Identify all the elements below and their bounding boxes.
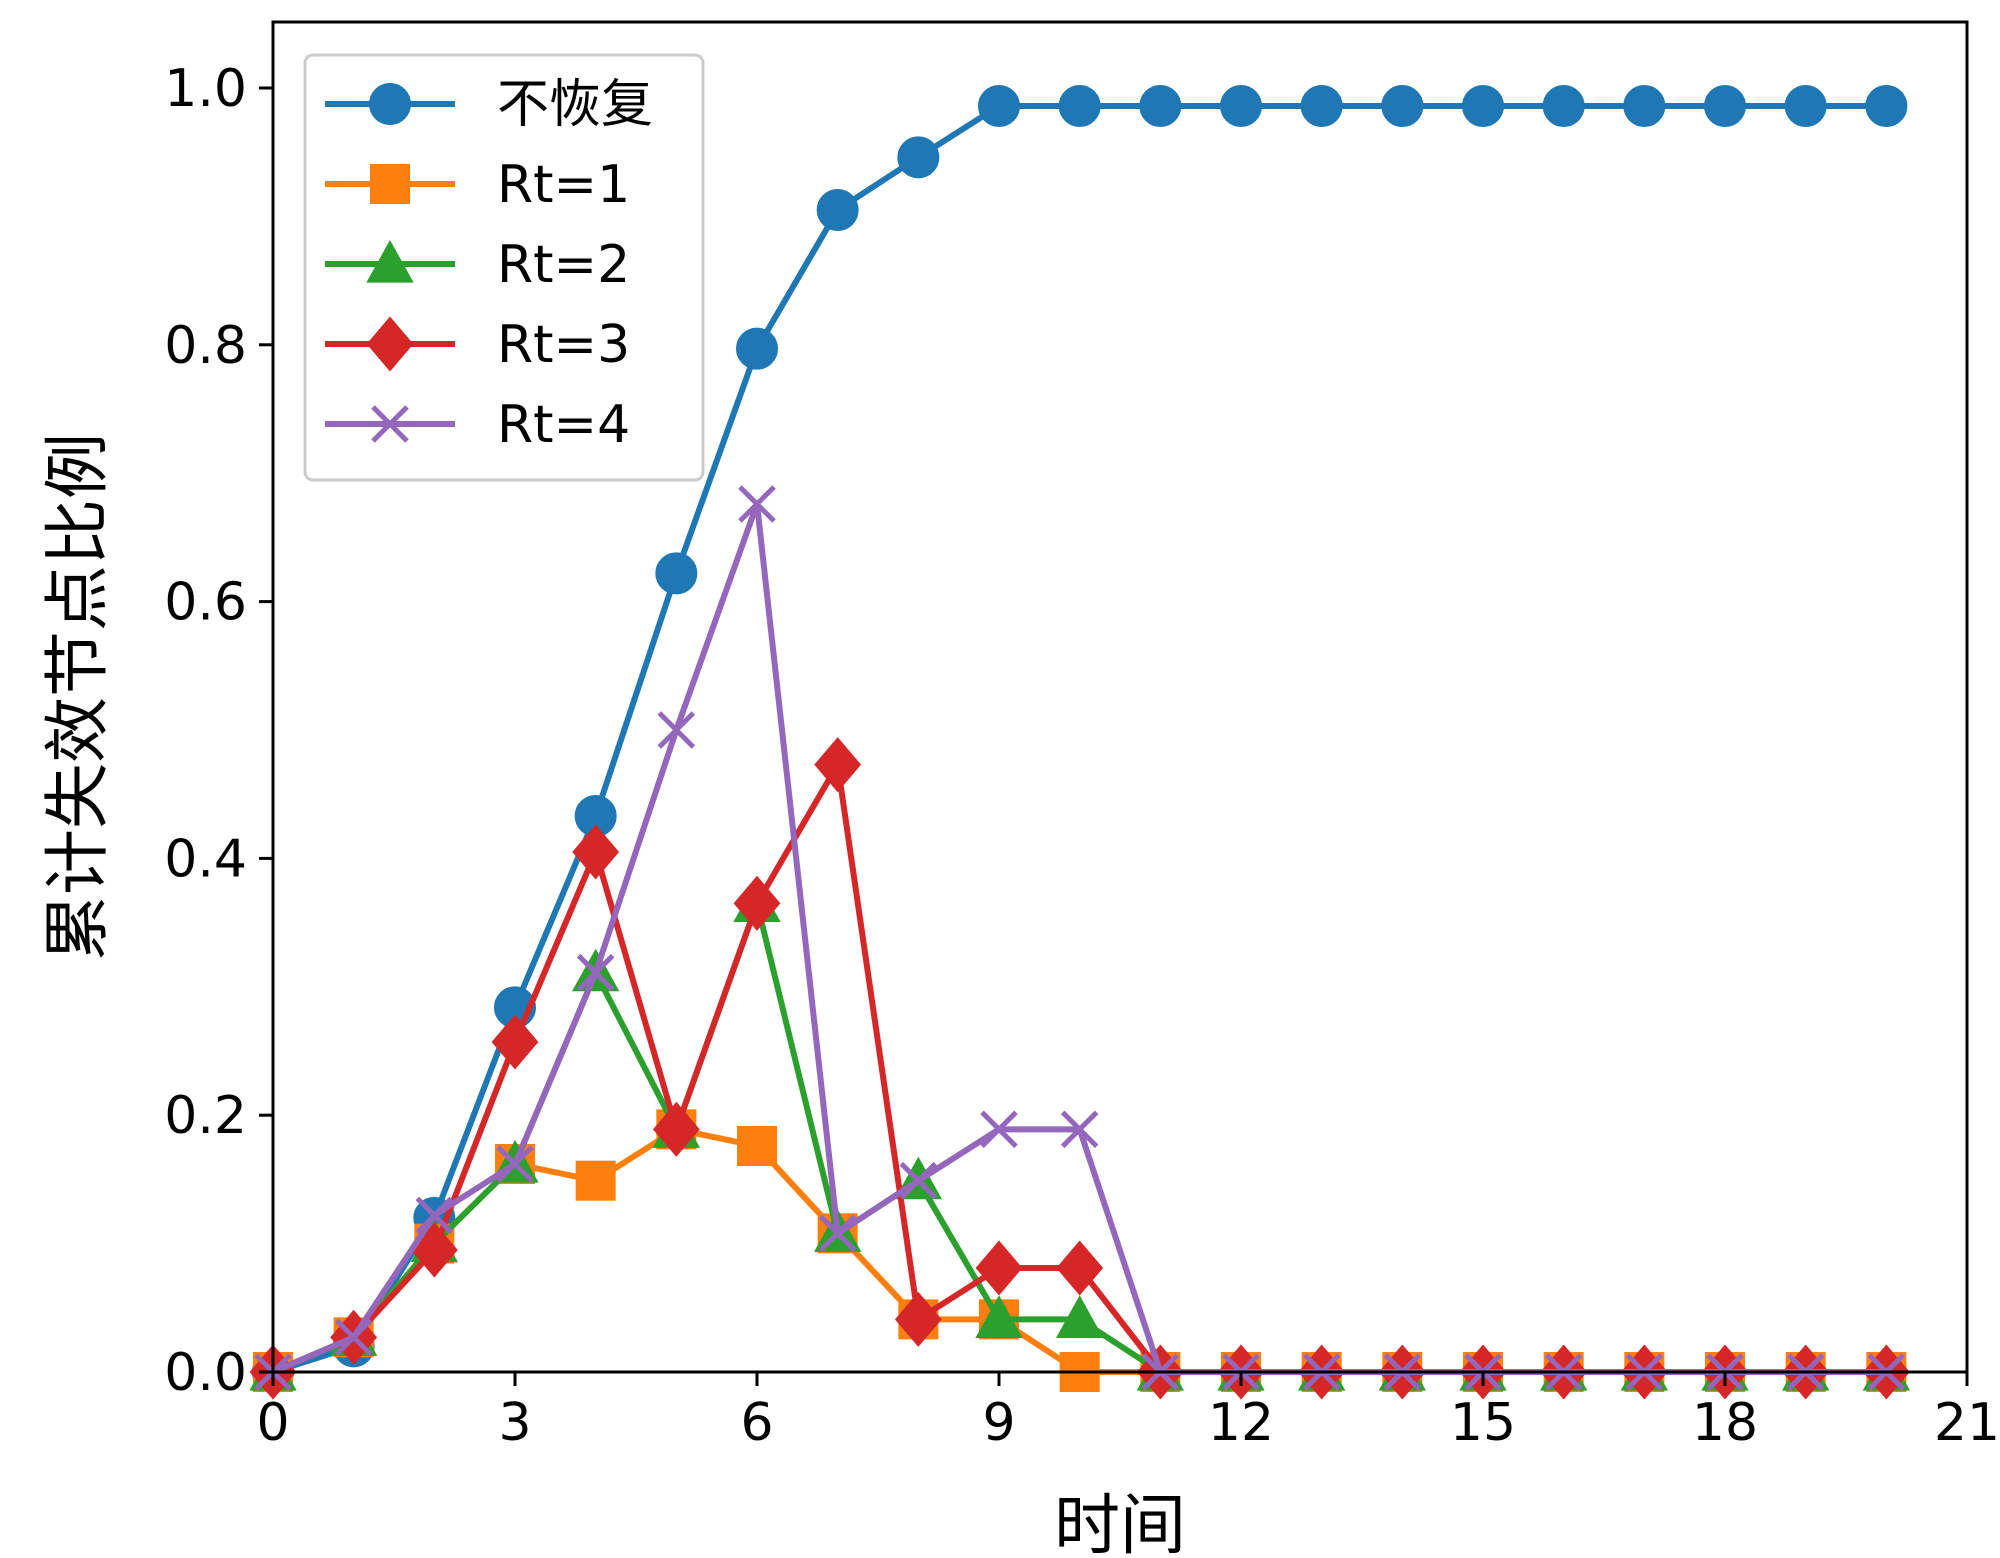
data-point [1623,84,1666,127]
data-point [978,84,1020,127]
legend-marker [366,316,414,372]
y-tick-label: 0.6 [164,573,247,633]
legend-marker [370,164,410,204]
data-point [655,552,698,595]
data-point [736,327,778,370]
x-tick-label: 15 [1450,1393,1516,1453]
data-point [1381,84,1424,127]
x-tick-label: 6 [740,1393,773,1453]
data-point [1058,84,1101,127]
data-point [975,1240,1023,1296]
data-point [818,1214,857,1253]
data-point [1542,84,1585,127]
y-axis-label: 累计失效节点比例 [39,433,116,961]
data-point [652,1101,700,1157]
data-point [733,875,781,931]
x-tick-label: 0 [256,1393,289,1453]
data-point [575,1160,616,1201]
x-tick-label: 12 [1208,1393,1274,1453]
data-point [1704,84,1746,127]
x-tick-label: 9 [982,1393,1015,1453]
axes-frame [271,20,1969,1374]
data-point [737,1126,777,1167]
data-point [738,485,776,523]
legend-label: Rt=4 [497,395,630,455]
legend-marker [366,239,414,283]
legend-label: Rt=2 [497,235,630,295]
legend-label: 不恢复 [497,75,653,135]
data-point [576,953,615,992]
data-point [1220,84,1262,127]
data-point [334,1318,373,1357]
x-tick-label: 18 [1692,1393,1758,1453]
data-point [415,1196,454,1235]
legend-entry: Rt=3 [325,315,630,375]
data-point [1784,84,1827,127]
legend-marker [371,405,409,443]
legend-entry: Rt=2 [325,235,630,295]
data-point [980,1110,1018,1149]
legend-entry: 不恢复 [325,75,653,135]
legend-entry: Rt=1 [325,155,630,215]
legend-label: Rt=1 [497,155,630,215]
data-point [814,737,862,793]
data-point [894,1291,942,1347]
x-axis-label: 时间 [1054,1487,1186,1558]
data-point [1462,84,1504,127]
x-axis-ticks: 0 3 6 9 12 15 18 21 [256,1372,2000,1453]
y-axis-ticks: 0.0 0.2 0.4 0.6 0.8 1.0 [164,59,273,1403]
data-point [975,1295,1023,1338]
legend: 不恢复 Rt=1 Rt=2 Rt=3 Rt=4 [303,53,705,482]
data-point [1060,1110,1099,1149]
y-tick-label: 0.2 [164,1086,247,1146]
legend-label: Rt=3 [497,315,630,375]
data-point [1055,1295,1104,1338]
data-point [491,1014,539,1070]
legend-entry: Rt=4 [325,395,630,455]
data-point [1056,1240,1104,1296]
data-point [899,1161,938,1200]
data-point [816,188,859,231]
x-tick-label: 3 [498,1393,531,1453]
data-point [1300,84,1343,127]
data-point [897,136,940,179]
data-point [1139,84,1182,127]
x-tick-label: 21 [1934,1393,2000,1453]
y-tick-label: 1.0 [164,59,247,119]
legend-marker [369,83,411,125]
y-tick-label: 0.4 [164,829,247,889]
data-point [657,711,696,749]
data-point [496,1145,534,1183]
data-point [1865,84,1908,127]
legend-box [303,53,705,482]
y-tick-label: 0.0 [164,1343,247,1403]
data-point [572,824,620,880]
y-tick-label: 0.8 [164,316,247,376]
